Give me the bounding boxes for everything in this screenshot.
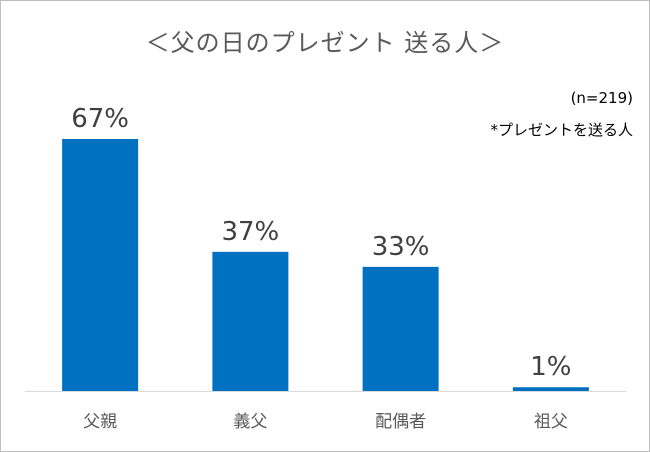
category-label-1: 父親 [83, 412, 117, 432]
category-label-4: 祖父 [534, 412, 568, 432]
sample-size-note: (n=219) [570, 89, 633, 107]
data-label-4: 1% [530, 352, 571, 382]
category-label-3: 配偶者 [375, 412, 426, 432]
data-label-1: 67% [71, 104, 129, 134]
respondent-note: *プレゼントを送る人 [490, 121, 633, 139]
bar-4 [512, 387, 589, 391]
bar-3 [362, 266, 439, 391]
bar-1 [62, 139, 139, 391]
category-label-2: 義父 [233, 412, 267, 432]
bar-2 [212, 251, 289, 391]
chart-title: ＜父の日のプレゼント 送る人＞ [145, 29, 505, 57]
data-label-2: 37% [221, 217, 279, 247]
data-label-3: 33% [372, 232, 430, 262]
